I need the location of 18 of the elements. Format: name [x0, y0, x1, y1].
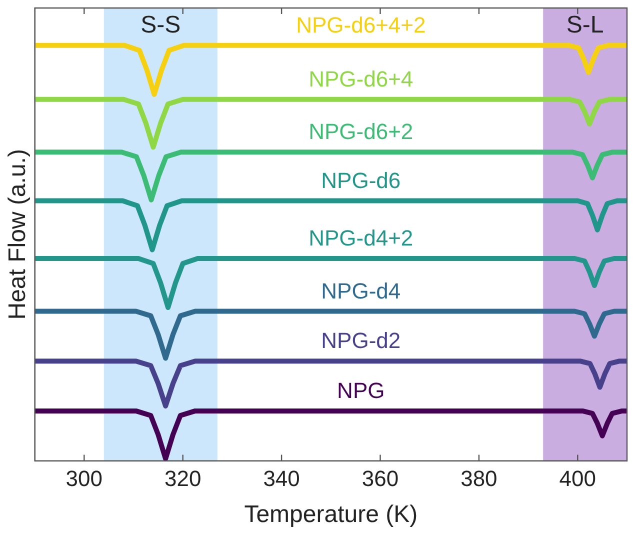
- x-tick-label: 300: [66, 466, 103, 492]
- series-label: NPG-d6+4+2: [296, 12, 426, 38]
- series-label: NPG-d6+2: [308, 119, 414, 144]
- y-axis-title: Heat Flow (a.u.): [4, 149, 32, 320]
- series-label: NPG-d4: [321, 278, 401, 304]
- x-tick-label: 320: [164, 466, 202, 492]
- x-tick-label: 400: [559, 466, 596, 492]
- x-tick-label: 360: [362, 466, 399, 492]
- x-tick-label: 340: [263, 466, 300, 492]
- series-label: NPG-d6+4: [308, 66, 414, 92]
- series-label: NPG-d6: [321, 168, 401, 193]
- band-label: S-S: [140, 12, 181, 39]
- series-label: NPG: [337, 378, 385, 404]
- x-axis-title: Temperature (K): [244, 501, 418, 528]
- x-tick-label: 380: [460, 466, 498, 492]
- series-label: NPG-d4+2: [308, 226, 414, 251]
- band-label: S-L: [566, 12, 604, 39]
- series-label: NPG-d2: [321, 328, 401, 354]
